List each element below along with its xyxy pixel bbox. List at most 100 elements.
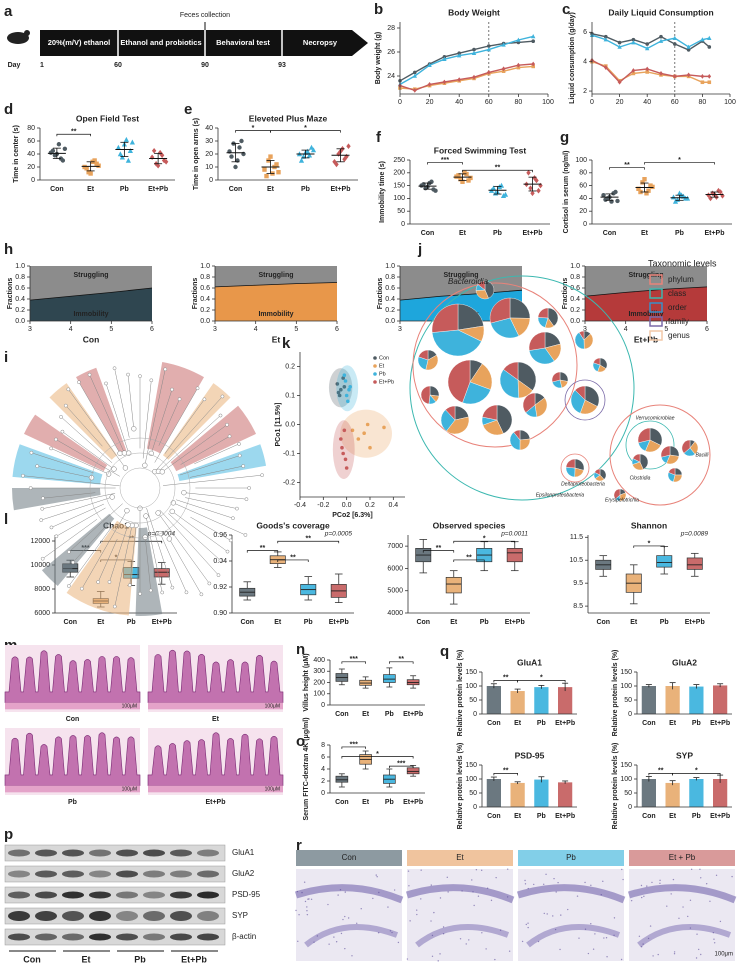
blot-band [35, 933, 57, 941]
significance-bracket [493, 773, 518, 776]
series-line [591, 34, 710, 50]
bubble-ring [625, 420, 675, 470]
clade-node [225, 549, 230, 554]
y-tick-label: 1.0 [200, 263, 210, 270]
clade-branch [157, 512, 210, 584]
clade-branch [22, 475, 120, 487]
boundary-line [584, 286, 708, 297]
series-line [399, 40, 534, 82]
significance-label: ** [436, 545, 442, 552]
clade-branch [144, 369, 166, 466]
x-tick-label: 0 [590, 99, 594, 106]
pie-slice [583, 333, 594, 350]
x-tick-label: Con [596, 619, 610, 626]
x-tick-label: 4 [624, 326, 628, 333]
y-tick-label: 6000 [387, 565, 403, 572]
cell-layer [415, 924, 510, 948]
blot-band [35, 911, 57, 921]
clade-branch [51, 503, 104, 528]
y-axis-label: Fractions [192, 278, 199, 310]
cell [524, 883, 527, 885]
pie-slice [496, 404, 513, 434]
clade-node [237, 442, 241, 446]
x-tick-label: Et+Pb [710, 720, 730, 727]
cell [605, 937, 608, 939]
blot-strip [4, 928, 226, 946]
data-point [672, 35, 677, 40]
clade-highlight [76, 367, 127, 454]
x-tick-label: 0.4 [388, 502, 398, 509]
series-line [399, 35, 534, 86]
image-label: Et [212, 716, 220, 723]
cell [307, 898, 309, 900]
cell [673, 952, 676, 955]
cell [313, 941, 315, 943]
data-point [642, 177, 647, 182]
area-label: Struggling [74, 272, 109, 279]
significance-label: *** [441, 157, 449, 164]
data-point [308, 144, 315, 150]
significance-bracket [462, 169, 533, 173]
panel-label: i [4, 349, 8, 366]
cell [442, 933, 445, 935]
clade-branch [105, 383, 129, 454]
y-axis-label: Fractions [377, 278, 384, 310]
cell [603, 937, 605, 939]
cell [391, 931, 393, 934]
x-tick-label: Pb [537, 720, 546, 727]
cell [651, 881, 653, 884]
pie-slice [574, 332, 585, 350]
y-axis-label: Serum FITC-dextran 4K (μg/ml) [303, 717, 310, 820]
cell [344, 915, 346, 918]
y-tick-label: 150 [465, 669, 477, 676]
timeline: 20%(m/V) ethanol Ethanol and probiotics … [7, 12, 368, 69]
x-tick-label: Pb [301, 186, 310, 193]
blot-band [143, 849, 165, 857]
data-point [502, 191, 509, 197]
clade-branch [176, 499, 234, 519]
bar [534, 779, 549, 807]
panel-label: n [296, 641, 305, 658]
cell [642, 943, 644, 945]
cell [409, 920, 411, 922]
data-point [334, 161, 339, 168]
x-tick-label: Et+Pb [505, 619, 525, 626]
x-tick-label: Et+Pb [555, 813, 575, 820]
significance-label: ** [466, 554, 472, 561]
y-tick-label: 0 [31, 177, 35, 184]
clade-node [80, 586, 84, 591]
cell [431, 934, 434, 937]
cell [306, 910, 308, 912]
data-point [442, 56, 447, 61]
cell [342, 918, 344, 921]
cell [306, 913, 309, 916]
data-point [442, 79, 447, 85]
x-tick-label: Et [267, 186, 275, 193]
bar [713, 685, 728, 714]
x-tick-label: 80 [699, 99, 707, 106]
x-tick-label: Pb [660, 619, 669, 626]
legend-title: Taxonomic levels [648, 258, 717, 268]
panel-label: r [296, 837, 302, 854]
pie-slice [489, 297, 511, 324]
clade-branch [183, 492, 247, 500]
data-point [332, 159, 337, 165]
cell [592, 948, 595, 950]
boundary-line [214, 282, 338, 288]
data-point [458, 177, 463, 182]
significance-bracket [389, 765, 414, 769]
y-tick-label: 0 [628, 804, 632, 811]
x-tick-label: 6 [150, 326, 154, 333]
x-tick-label: Con [335, 799, 349, 806]
clade-node [39, 518, 44, 522]
clade-node [247, 486, 251, 490]
clade-highlight [12, 488, 101, 511]
cell [327, 903, 329, 906]
significance-bracket [453, 540, 516, 544]
clade-branch [164, 399, 205, 454]
bar [665, 686, 680, 714]
clade-branch [194, 443, 240, 465]
data-point [604, 34, 608, 39]
data-point [159, 152, 165, 159]
